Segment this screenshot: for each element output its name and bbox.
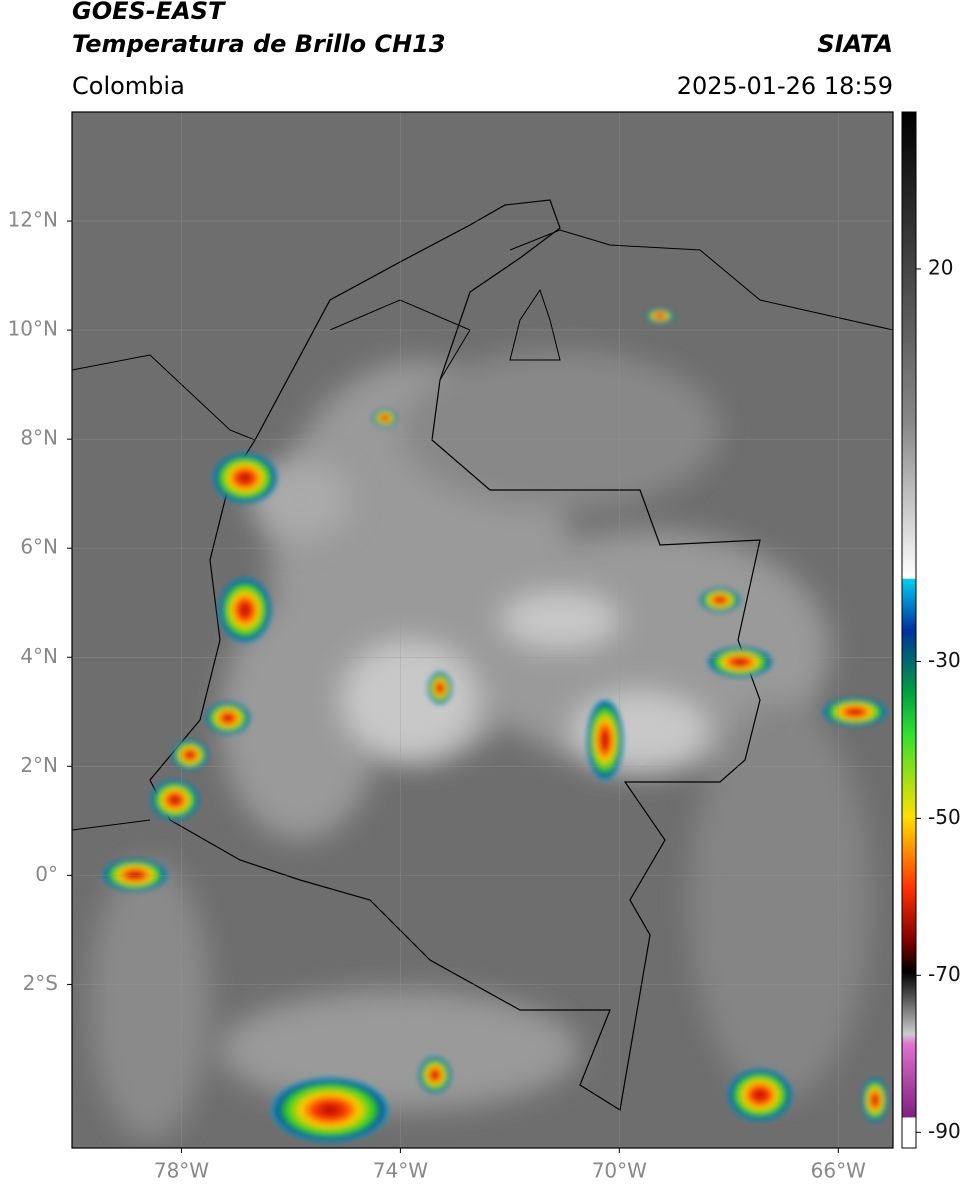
datetime: 2025-01-26 18:59 — [677, 72, 893, 100]
colorbar-tick-label: -50 — [928, 805, 961, 829]
colorbar-tick-label: -90 — [928, 1119, 961, 1143]
map-image — [72, 112, 893, 1148]
x-tick-label: 78°W — [154, 1159, 209, 1183]
colorbar-tick-label: -30 — [928, 648, 961, 672]
y-tick-label: 0° — [35, 862, 58, 886]
title-line1: GOES-EAST — [72, 0, 226, 25]
y-tick-label: 4°N — [20, 644, 58, 668]
map-frame — [71, 111, 894, 1149]
y-tick-label: 2°N — [20, 753, 58, 777]
grid — [72, 112, 893, 1148]
y-tick-label: 12°N — [8, 208, 58, 232]
x-tick-label: 66°W — [811, 1159, 866, 1183]
x-tick-label: 74°W — [373, 1159, 428, 1183]
y-tick-label: 2°S — [23, 971, 58, 995]
x-tick-label: 70°W — [592, 1159, 647, 1183]
title-line2: Temperatura de Brillo CH13 — [72, 30, 446, 58]
y-tick-label: 8°N — [20, 426, 58, 450]
colorbar-tick-label: 20 — [928, 255, 953, 279]
y-tick-label: 10°N — [8, 317, 58, 341]
colorbar-tick-label: -70 — [928, 962, 961, 986]
source: SIATA — [817, 30, 893, 58]
colorbar — [901, 111, 917, 1149]
y-tick-label: 6°N — [20, 535, 58, 559]
region: Colombia — [72, 72, 185, 100]
